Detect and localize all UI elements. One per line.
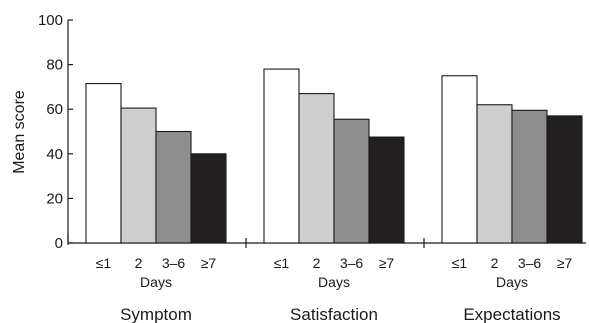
x-tick-label: ≥7 <box>201 255 217 271</box>
x-tick-label: ≤1 <box>274 255 290 271</box>
x-tick-label: ≤1 <box>96 255 112 271</box>
bar <box>121 108 156 243</box>
y-tick-label: 20 <box>46 190 63 207</box>
x-axis-label: Days <box>318 274 350 290</box>
y-tick-label: 0 <box>55 235 63 252</box>
y-tick-label: 80 <box>46 57 63 74</box>
bar <box>156 132 191 244</box>
bar <box>477 105 512 243</box>
y-axis-label: Mean score <box>11 90 28 174</box>
bar <box>264 69 299 243</box>
group-label: Expectations <box>463 305 560 323</box>
group-label: Satisfaction <box>290 305 378 323</box>
x-tick-label: 2 <box>313 255 321 271</box>
bar <box>299 94 334 243</box>
bar <box>334 119 369 243</box>
x-axis-label: Days <box>140 274 172 290</box>
x-axis-label: Days <box>496 274 528 290</box>
bar <box>369 137 404 243</box>
x-tick-label: 3–6 <box>162 255 186 271</box>
bar <box>86 84 121 243</box>
x-tick-label: 2 <box>491 255 499 271</box>
y-tick-label: 100 <box>38 12 63 29</box>
labels: ≤1 2 3–6 ≥7 Days Symptom ≤1 2 3–6 ≥7 Days Satisfact… <box>96 255 573 323</box>
bar <box>512 110 547 243</box>
bars <box>86 69 582 243</box>
x-tick-label: ≤1 <box>452 255 468 271</box>
bar <box>191 154 226 243</box>
x-tick-label: 3–6 <box>340 255 364 271</box>
group-label: Symptom <box>120 305 192 323</box>
y-tick-label: 40 <box>46 146 63 163</box>
x-tick-label: ≥7 <box>379 255 395 271</box>
y-tick-label: 60 <box>46 101 63 118</box>
x-tick-label: ≥7 <box>557 255 573 271</box>
x-tick-label: 3–6 <box>518 255 542 271</box>
x-tick-label: 2 <box>135 255 143 271</box>
bar <box>442 76 477 243</box>
bar <box>547 116 582 243</box>
